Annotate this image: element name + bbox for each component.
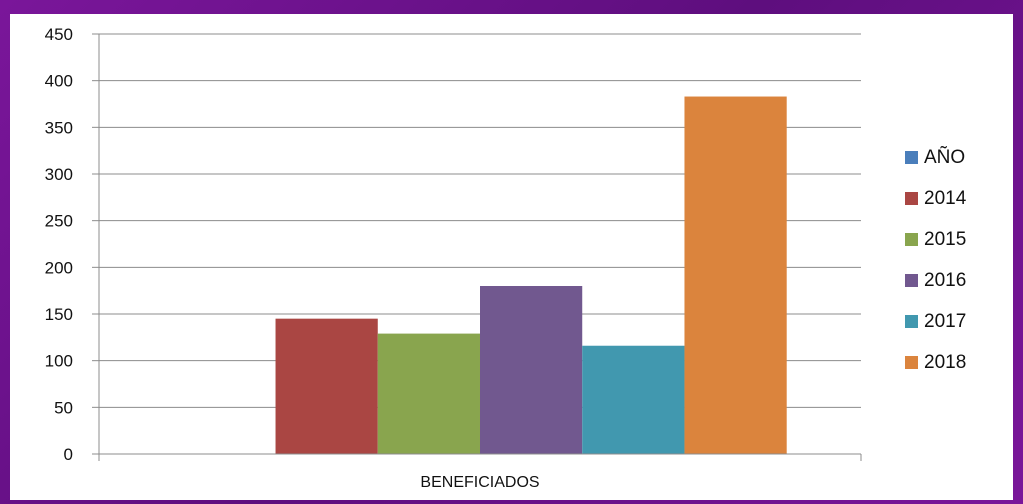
- legend-label: 2015: [924, 229, 966, 250]
- y-tick-label: 450: [45, 25, 73, 44]
- y-tick-label: 250: [45, 212, 73, 231]
- bar-2014: [275, 318, 378, 454]
- legend-label: AÑO: [924, 146, 965, 168]
- legend-swatch: [905, 274, 918, 287]
- legend-swatch: [905, 315, 918, 328]
- legend-swatch: [905, 233, 918, 246]
- bar-chart: 050100150200250300350400450BENEFICIADOS …: [45, 25, 967, 491]
- bar-2018: [684, 96, 787, 455]
- legend-swatch: [905, 192, 918, 205]
- legend-label: 2018: [924, 352, 966, 373]
- chart-frame: 0 50 100 150 200 250 300 350 400 450 BENEFICIADOS …: [10, 14, 1013, 500]
- y-tick-label: 0: [64, 445, 73, 464]
- bar-2016: [480, 286, 583, 454]
- y-tick-label: 300: [45, 165, 73, 184]
- y-tick-label: 150: [45, 305, 73, 324]
- category-label: BENEFICIADOS: [420, 474, 539, 491]
- legend-label: 2014: [924, 188, 967, 209]
- legend-swatch: [905, 356, 918, 369]
- legend-label: 2017: [924, 311, 966, 332]
- legend-label: 2016: [924, 270, 966, 291]
- bar-2017: [582, 345, 685, 454]
- y-tick-label: 100: [45, 352, 73, 371]
- y-tick-label: 400: [45, 72, 73, 91]
- legend-swatch: [905, 151, 918, 164]
- y-tick-label: 200: [45, 258, 73, 277]
- bar-2015: [377, 333, 480, 454]
- y-tick-label: 350: [45, 118, 73, 137]
- y-tick-label: 50: [54, 398, 73, 417]
